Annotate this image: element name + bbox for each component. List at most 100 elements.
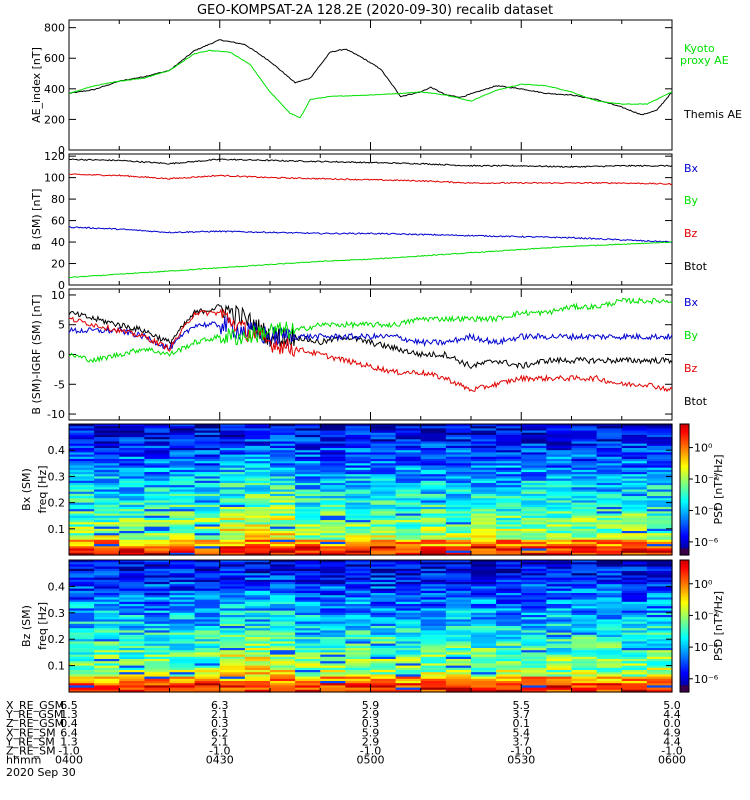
spectrogram-cell	[69, 472, 95, 475]
spectrogram-cell	[119, 469, 145, 473]
spectrogram-cell	[496, 528, 522, 532]
spectrogram-cell	[219, 685, 246, 689]
spectrogram-cell	[521, 687, 547, 691]
spectrogram-cell	[621, 619, 648, 623]
spectrogram-cell	[345, 615, 372, 618]
colorbar-tick-label: 10⁻⁴	[694, 504, 719, 517]
spectrogram-cell	[119, 689, 145, 693]
spectrogram-cell	[395, 493, 422, 497]
spectrogram-cell	[219, 672, 246, 675]
spectrogram-cell	[194, 524, 221, 528]
spectrogram-cell	[596, 537, 623, 541]
spectrogram-cell	[345, 634, 372, 638]
spectrogram-cell	[445, 612, 472, 616]
spectrogram-cell	[395, 504, 422, 508]
spectrogram-cell	[621, 590, 648, 594]
colorbar-segment	[680, 465, 689, 469]
spectrogram-cell	[596, 604, 623, 607]
spectrogram-cell	[420, 665, 447, 669]
spectrogram-cell	[119, 678, 145, 682]
colorbar-segment	[680, 434, 689, 438]
spectrogram-cell	[370, 652, 397, 656]
spectrogram-cell	[144, 639, 171, 642]
spectrogram-cell	[345, 687, 372, 691]
spectrogram-cell	[445, 564, 472, 568]
spectrogram-cell	[119, 626, 145, 629]
spectrogram-cell	[69, 584, 95, 587]
spectrogram-cell	[244, 659, 271, 662]
spectrogram-cell	[395, 535, 422, 539]
spectrogram-cell	[295, 452, 321, 456]
spectrogram-cell	[445, 502, 472, 506]
spectrogram-cell	[621, 630, 648, 634]
spectrogram-cell	[571, 482, 598, 486]
spectrogram-cell	[295, 590, 321, 594]
spectrogram-cell	[546, 493, 573, 497]
colorbar-segment	[680, 643, 689, 647]
spectrogram-cell	[119, 588, 145, 592]
colorbar-segment	[680, 575, 689, 579]
spectrogram-cell	[596, 623, 623, 627]
spectrogram-cell	[320, 480, 346, 484]
spectrogram-cell	[169, 546, 196, 550]
spectrogram-cell	[270, 571, 296, 574]
spectrogram-cell	[119, 566, 145, 570]
spectrogram-cell	[370, 530, 397, 534]
spectrogram-cell	[270, 432, 296, 436]
spectrogram-cell	[144, 560, 171, 563]
spectrogram-cell	[270, 648, 296, 651]
spectrogram-cell	[646, 441, 673, 445]
spectrogram-cell	[596, 496, 623, 499]
orbit-value: 0.1	[513, 717, 531, 730]
spectrogram-cell	[270, 579, 296, 583]
spectrogram-cell	[546, 550, 573, 554]
spectrogram-cell	[571, 437, 598, 440]
spectrogram-cell	[596, 632, 623, 636]
colorbar-segment	[680, 474, 689, 477]
spectrogram-cell	[320, 509, 346, 512]
spectrogram-cell	[621, 683, 648, 686]
spectrogram-cell	[320, 645, 346, 649]
spectrogram-cell	[646, 641, 673, 645]
spectrogram-cell	[169, 604, 196, 607]
spectrogram-cell	[546, 639, 573, 642]
spectrogram-cell	[194, 584, 221, 587]
colorbar-segment	[680, 522, 689, 526]
spectrogram-cell	[521, 645, 547, 649]
spectrogram-cell	[445, 515, 472, 519]
spectrogram-cell	[295, 443, 321, 447]
spectrogram-cell	[596, 487, 623, 491]
spectrogram-cell	[69, 498, 95, 502]
spectrogram-cell	[395, 593, 422, 596]
spectrogram-cell	[420, 615, 447, 618]
spectrogram-cell	[244, 515, 271, 519]
spectrogram-cell	[496, 670, 522, 673]
spectrogram-cell	[219, 652, 246, 656]
spectrogram-cell	[295, 432, 321, 436]
spectrogram-cell	[144, 628, 171, 631]
legend-themis-ae: Themis AE	[683, 108, 742, 121]
series-line-btot	[68, 297, 673, 364]
spectrogram-cell	[119, 443, 145, 447]
spectrogram-cell	[596, 491, 623, 495]
spectrogram-cell	[244, 552, 271, 556]
colorbar-segment	[680, 685, 689, 689]
spectrogram-cell	[395, 577, 422, 581]
spectrogram-cell	[420, 480, 447, 484]
colorbar-segment	[680, 597, 689, 601]
spectrogram-cell	[546, 593, 573, 596]
spectrogram-cell	[169, 659, 196, 662]
spectrogram-cell	[571, 645, 598, 649]
spectrogram-cell	[119, 456, 145, 460]
spectrogram-cell	[571, 597, 598, 601]
spectrogram-cell	[270, 441, 296, 445]
spectrogram-cell	[546, 434, 573, 438]
spectrogram-cell	[420, 509, 447, 512]
spectrogram-cell	[345, 550, 372, 554]
spectrogram-cell	[69, 637, 95, 640]
spectrogram-cell	[69, 685, 95, 689]
spectrogram-cell	[169, 450, 196, 453]
colorbar-segment	[680, 652, 689, 656]
spectrogram-cell	[571, 496, 598, 499]
spectrogram-cell	[370, 667, 397, 671]
